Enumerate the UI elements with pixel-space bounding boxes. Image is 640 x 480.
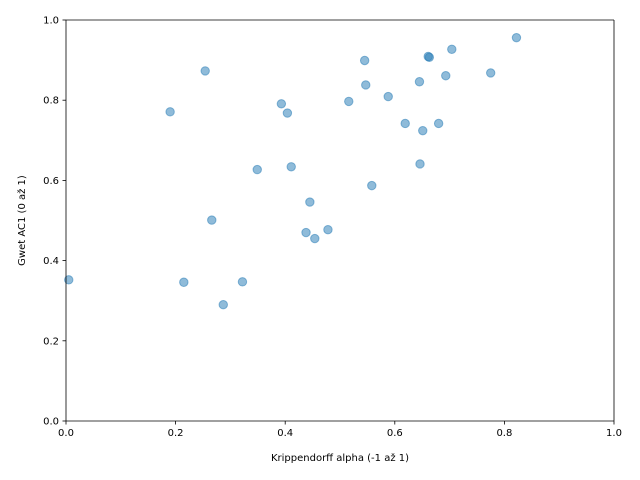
data-point xyxy=(511,32,522,43)
data-point xyxy=(282,108,293,118)
plot-area xyxy=(66,20,614,421)
points-layer xyxy=(64,32,522,310)
data-point xyxy=(310,233,320,244)
data-point xyxy=(486,68,496,78)
y-tick-label: 0.4 xyxy=(43,256,59,267)
data-point xyxy=(200,66,210,76)
x-tick-label: 0.2 xyxy=(168,428,184,439)
data-point xyxy=(400,118,410,129)
x-axis-label: Krippendorff alpha (-1 až 1) xyxy=(271,452,409,464)
y-tick-label: 1.0 xyxy=(43,16,59,27)
data-point xyxy=(218,300,228,310)
data-point xyxy=(179,277,189,287)
data-point xyxy=(418,125,428,136)
data-point xyxy=(383,91,393,102)
data-point xyxy=(344,96,354,107)
data-point xyxy=(207,215,217,225)
data-point xyxy=(415,159,425,169)
x-axis-ticks: 0.0 0.2 0.4 0.6 0.8 1.0 xyxy=(58,421,622,439)
data-point xyxy=(359,55,370,66)
y-tick-label: 0.2 xyxy=(43,336,59,347)
axes-frame xyxy=(65,19,615,422)
y-axis-label: Gwet AC1 (0 až 1) xyxy=(16,175,28,266)
data-point xyxy=(286,162,296,172)
data-point xyxy=(301,227,311,238)
data-point xyxy=(441,71,451,81)
data-point xyxy=(237,277,248,287)
data-point xyxy=(361,80,371,90)
data-point xyxy=(433,118,444,129)
y-tick-label: 0.8 xyxy=(43,96,59,107)
data-point xyxy=(447,44,457,54)
data-point xyxy=(64,275,74,285)
y-tick-label: 0.0 xyxy=(43,417,59,428)
x-tick-label: 0.8 xyxy=(496,428,512,439)
x-tick-label: 0.6 xyxy=(387,428,403,439)
x-tick-label: 1.0 xyxy=(606,428,622,439)
data-point xyxy=(424,52,435,62)
data-point xyxy=(305,197,315,207)
data-point xyxy=(252,164,262,175)
y-axis-ticks: 0.0 0.2 0.4 0.6 0.8 1.0 xyxy=(43,16,66,428)
data-point xyxy=(165,107,175,117)
x-tick-label: 0.4 xyxy=(277,428,293,439)
data-point xyxy=(414,77,425,87)
x-tick-label: 0.0 xyxy=(58,428,74,439)
data-point xyxy=(323,225,333,235)
data-point xyxy=(367,180,377,191)
data-point xyxy=(276,99,287,109)
y-tick-label: 0.6 xyxy=(43,176,59,187)
